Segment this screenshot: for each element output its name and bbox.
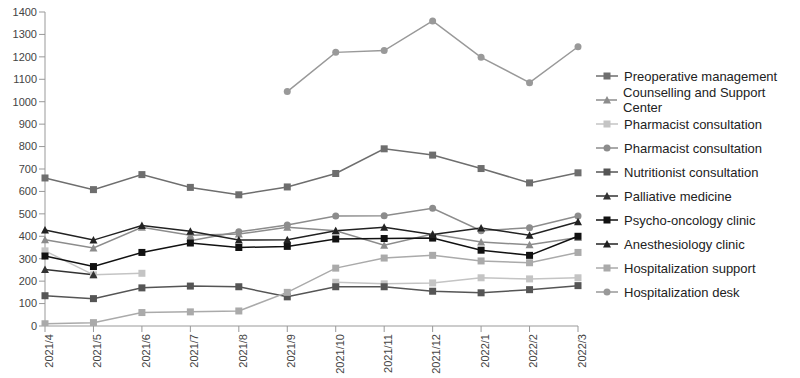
svg-text:2022/2: 2022/2 — [527, 334, 539, 368]
svg-text:1300: 1300 — [13, 28, 37, 40]
svg-text:1000: 1000 — [13, 96, 37, 108]
html-text:Counselling and Support Center: Counselling and Support Center — [623, 85, 766, 115]
svg-text:1200: 1200 — [13, 51, 37, 63]
svg-text:300: 300 — [19, 253, 37, 265]
html-text:Pharmacist consultation: Pharmacist consultation — [624, 116, 762, 132]
html-text:Preoperative management: Preoperative management — [624, 68, 778, 84]
svg-text:2021/10: 2021/10 — [334, 334, 346, 374]
html-text:Psycho-oncology clinic: Psycho-oncology clinic — [624, 212, 756, 228]
svg-text:0: 0 — [31, 320, 37, 332]
svg-text:2021/5: 2021/5 — [91, 334, 103, 368]
html-text:Hospitalization desk: Hospitalization desk — [624, 284, 740, 300]
html-text:Nutritionist consultation: Nutritionist consultation — [624, 164, 759, 180]
svg-text:2021/6: 2021/6 — [140, 334, 152, 368]
svg-text:2021/11: 2021/11 — [382, 334, 394, 373]
svg-text:900: 900 — [19, 118, 37, 130]
svg-text:2021/7: 2021/7 — [188, 334, 200, 368]
svg-text:200: 200 — [19, 275, 37, 287]
svg-text:2022/1: 2022/1 — [479, 334, 491, 368]
svg-text:2021/4: 2021/4 — [43, 334, 55, 368]
svg-text:700: 700 — [19, 163, 37, 175]
html-text:Pharmacist consultation: Pharmacist consultation — [624, 140, 762, 156]
svg-text:2021/9: 2021/9 — [285, 334, 297, 368]
svg-text:100: 100 — [19, 297, 37, 309]
svg-text:800: 800 — [19, 140, 37, 152]
svg-text:2021/12: 2021/12 — [430, 334, 442, 374]
svg-text:2022/3: 2022/3 — [576, 334, 588, 368]
svg-text:1400: 1400 — [13, 6, 37, 18]
svg-text:1100: 1100 — [13, 73, 37, 85]
svg-text:2021/8: 2021/8 — [237, 334, 249, 368]
svg-text:500: 500 — [19, 208, 37, 220]
svg-text:600: 600 — [19, 185, 37, 197]
html-text:Anesthesiology clinic: Anesthesiology clinic — [624, 236, 745, 252]
html-text:Palliative medicine: Palliative medicine — [624, 188, 732, 204]
html-text:Hospitalization support: Hospitalization support — [624, 260, 756, 276]
svg-text:400: 400 — [19, 230, 37, 242]
